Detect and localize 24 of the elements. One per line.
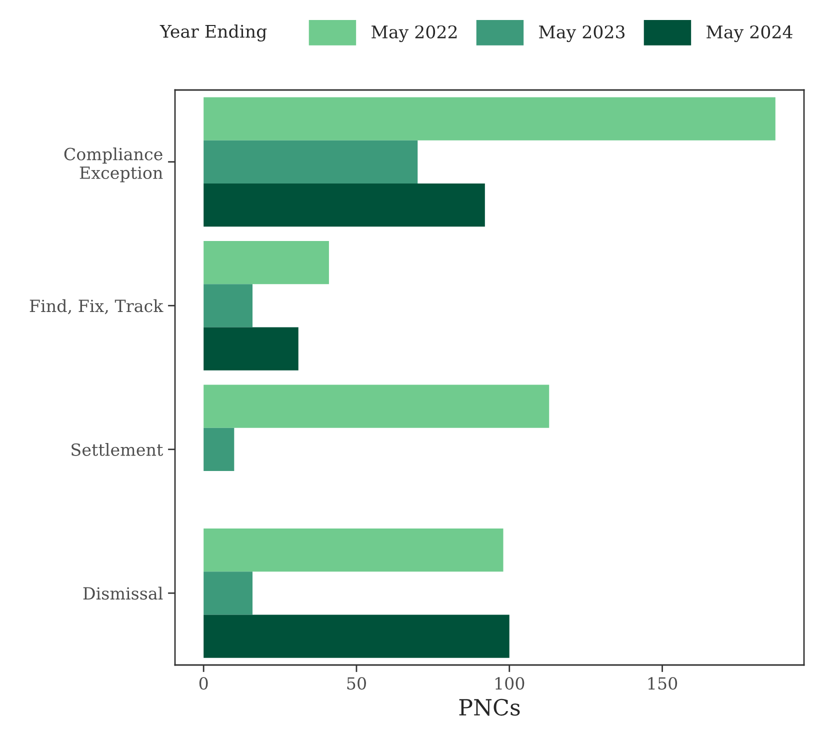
y-tick-label: Dismissal xyxy=(83,586,163,600)
bar xyxy=(204,140,418,184)
bar xyxy=(204,97,776,140)
bar xyxy=(204,284,253,328)
legend-title: Year Ending xyxy=(160,24,267,42)
bar xyxy=(204,183,485,227)
y-tick-label: Compliance Exception xyxy=(64,147,163,182)
y-tick-label: Find, Fix, Track xyxy=(30,299,164,314)
x-axis-title: PNCs xyxy=(459,698,520,716)
legend-label: May 2022 xyxy=(372,25,457,42)
legend-label: May 2023 xyxy=(539,25,625,42)
x-tick-label: 50 xyxy=(347,677,366,690)
bar xyxy=(204,240,329,284)
legend-label: May 2024 xyxy=(706,25,792,42)
y-tick-label: Settlement xyxy=(72,443,164,456)
bar xyxy=(204,384,550,428)
bar xyxy=(204,528,504,572)
bar xyxy=(204,572,253,615)
x-tick-label: 100 xyxy=(496,677,524,690)
x-tick-label: 150 xyxy=(648,677,678,690)
bar xyxy=(204,614,510,658)
x-tick-label: 0 xyxy=(199,677,208,690)
bar xyxy=(204,327,298,370)
bar xyxy=(204,428,234,471)
